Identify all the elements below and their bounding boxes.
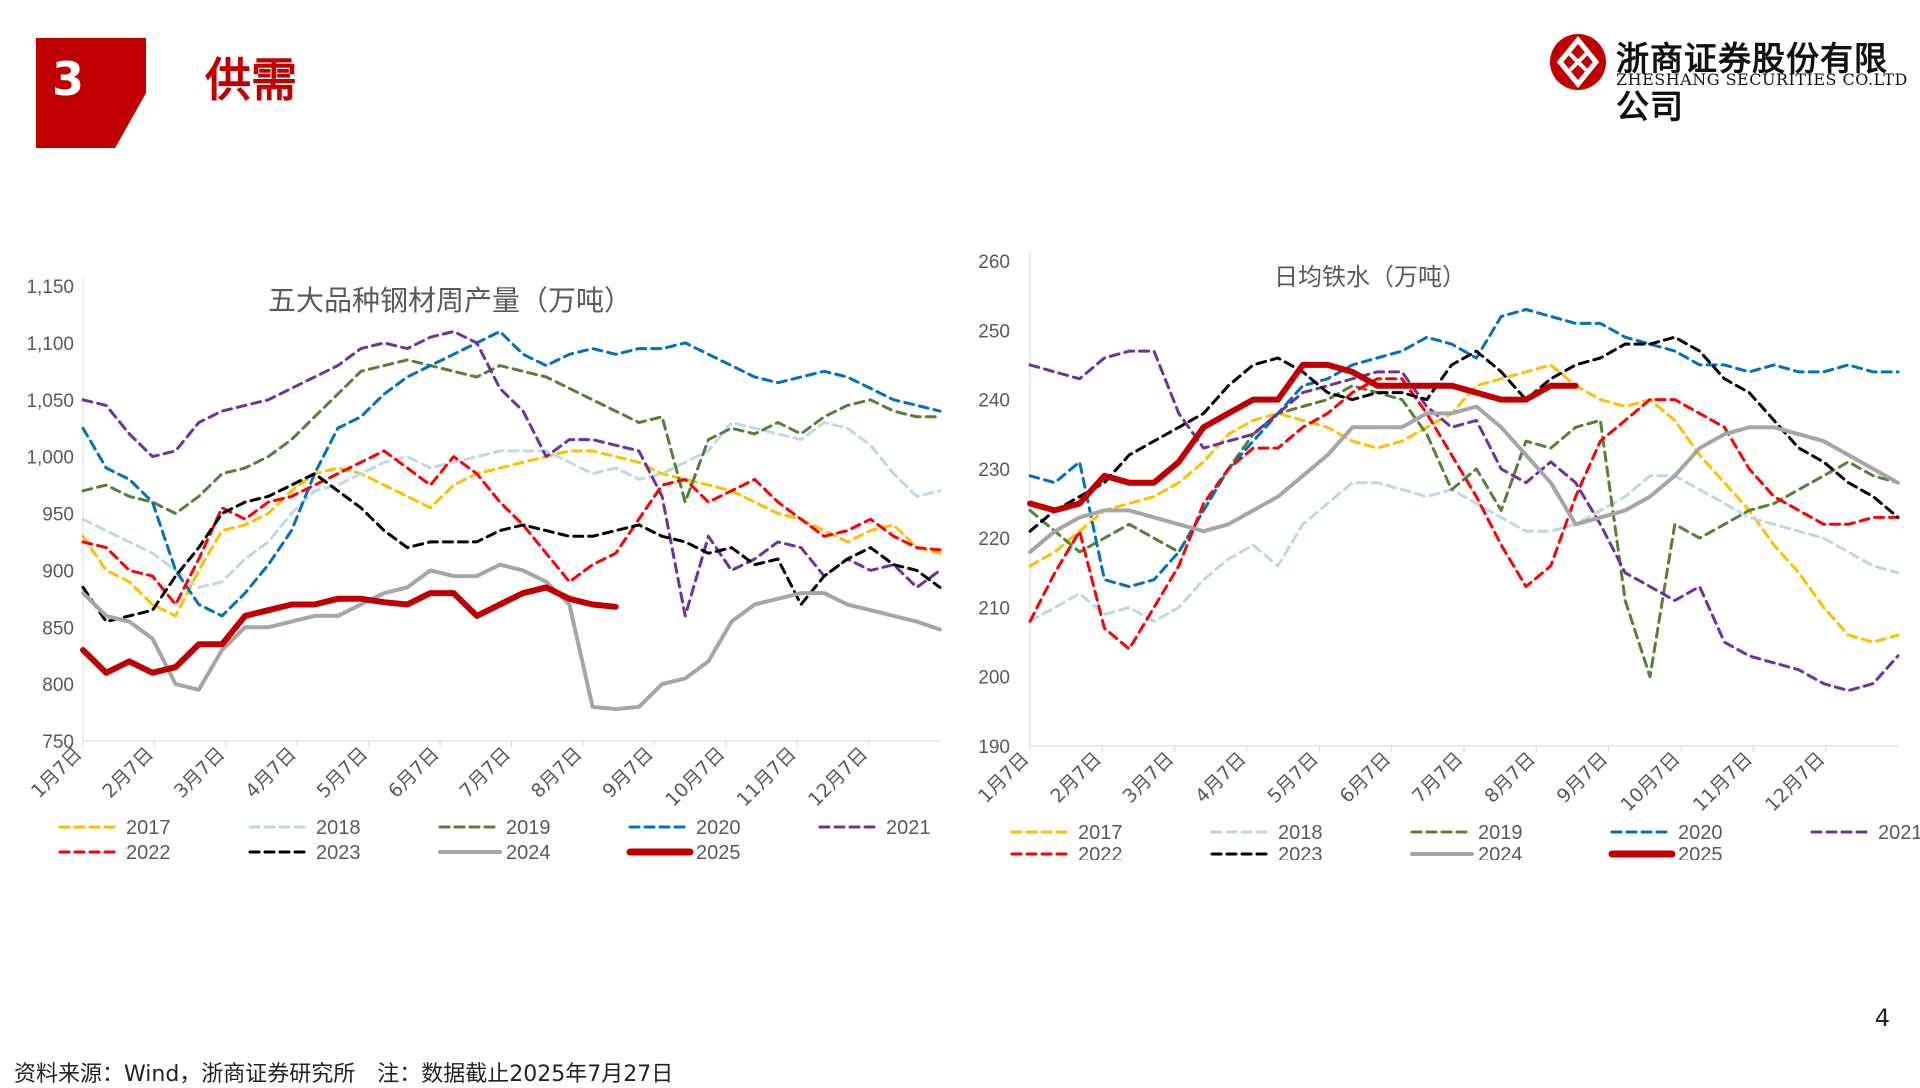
series-line-2023 (1028, 335, 1900, 533)
legend-label: 2024 (1478, 844, 1523, 860)
legend-label: 2017 (126, 817, 171, 839)
x-tick-label: 6月7日 (1336, 748, 1396, 808)
y-tick-label: 260 (978, 252, 1010, 273)
series-line-2017 (81, 449, 942, 618)
section-number: 3 (52, 52, 85, 106)
series-line-2020 (81, 330, 942, 618)
x-tick-label: 7月7日 (1408, 748, 1468, 808)
series-line-2025 (80, 584, 619, 676)
series-line-2018 (81, 421, 942, 589)
legend-label: 2018 (316, 817, 361, 839)
x-tick-label: 9月7日 (1553, 748, 1613, 808)
series-line-2024 (1028, 404, 1900, 554)
company-name-cn: 浙商证券股份有限公司 (1616, 39, 1888, 126)
legend-label: 2025 (696, 842, 741, 860)
y-tick-label: 210 (978, 598, 1010, 619)
series-line-2022 (1028, 377, 1900, 651)
x-tick-label: 10月7日 (1616, 748, 1684, 816)
x-tick-label: 4月7日 (241, 743, 301, 803)
legend-label: 2018 (1278, 822, 1323, 844)
x-tick-label: 10月7日 (661, 743, 729, 811)
series-line-2019 (1028, 384, 1900, 679)
y-tick-label: 240 (978, 391, 1010, 412)
x-tick-label: 11月7日 (733, 743, 801, 811)
y-tick-label: 1,100 (26, 334, 74, 355)
legend-label: 2019 (1478, 822, 1523, 844)
y-tick-label: 230 (978, 460, 1010, 481)
x-tick-label: 9月7日 (598, 743, 658, 803)
x-tick-label: 5月7日 (313, 743, 373, 803)
y-tick-label: 190 (978, 737, 1010, 758)
y-tick-label: 200 (978, 668, 1010, 689)
series-line-2021 (1028, 349, 1900, 693)
source-note: 资料来源：Wind，浙商证券研究所 注：数据截止2025年7月27日 (14, 1062, 674, 1087)
x-tick-label: 2月7日 (1046, 748, 1106, 808)
legend-label: 2021 (1878, 822, 1920, 844)
x-tick-label: 8月7日 (527, 743, 587, 803)
x-tick-label: 12月7日 (1761, 748, 1829, 816)
company-logo-icon (1550, 34, 1606, 90)
legend-label: 2017 (1078, 822, 1123, 844)
legend-label: 2023 (1278, 844, 1323, 860)
y-tick-label: 850 (42, 618, 74, 639)
legend-label: 2020 (1678, 822, 1723, 844)
series-line-2020 (1028, 308, 1900, 589)
company-logo: 浙商证券股份有限公司 ZHESHANG SECURITIES CO.LTD (1548, 32, 1908, 126)
series-line-2024 (81, 562, 942, 712)
series-line-2018 (1028, 474, 1900, 623)
legend-label: 2025 (1678, 844, 1723, 860)
legend-label: 2022 (1078, 844, 1123, 860)
x-tick-label: 11月7日 (1689, 748, 1757, 816)
chart-title: 日均铁水（万吨） (1274, 263, 1466, 291)
y-tick-label: 950 (42, 505, 74, 526)
y-tick-label: 220 (978, 529, 1010, 550)
legend-label: 2019 (506, 817, 551, 839)
section-title: 供需 (205, 53, 297, 107)
series-line-2025 (1027, 361, 1579, 514)
x-tick-label: 2月7日 (98, 743, 158, 803)
legend-label: 2022 (126, 842, 171, 860)
legend-label: 2023 (316, 842, 361, 860)
series-line-2019 (81, 358, 942, 515)
y-tick-label: 750 (42, 732, 74, 753)
page-number: 4 (1874, 1004, 1890, 1032)
y-tick-label: 800 (42, 675, 74, 696)
x-tick-label: 5月7日 (1263, 748, 1323, 808)
x-tick-label: 6月7日 (384, 743, 444, 803)
series-line-2023 (81, 472, 942, 624)
series-line-2017 (1028, 363, 1900, 644)
y-tick-label: 250 (978, 321, 1010, 342)
x-tick-label: 4月7日 (1191, 748, 1251, 808)
y-tick-label: 1,150 (26, 277, 74, 298)
y-tick-label: 1,050 (26, 391, 74, 412)
x-tick-label: 8月7日 (1480, 748, 1540, 808)
legend-label: 2021 (886, 817, 931, 839)
series-line-2022 (81, 449, 942, 606)
series-line-2021 (81, 330, 942, 618)
x-tick-label: 12月7日 (804, 743, 872, 811)
company-name-en: ZHESHANG SECURITIES CO.LTD (1616, 70, 1908, 89)
x-tick-label: 3月7日 (1119, 748, 1179, 808)
legend-label: 2024 (506, 842, 551, 860)
y-tick-label: 900 (42, 561, 74, 582)
x-tick-label: 3月7日 (170, 743, 230, 803)
x-tick-label: 7月7日 (456, 743, 516, 803)
chart-title: 五大品种钢材周产量（万吨） (268, 284, 632, 317)
y-tick-label: 1,000 (26, 448, 74, 469)
legend-label: 2020 (696, 817, 741, 839)
